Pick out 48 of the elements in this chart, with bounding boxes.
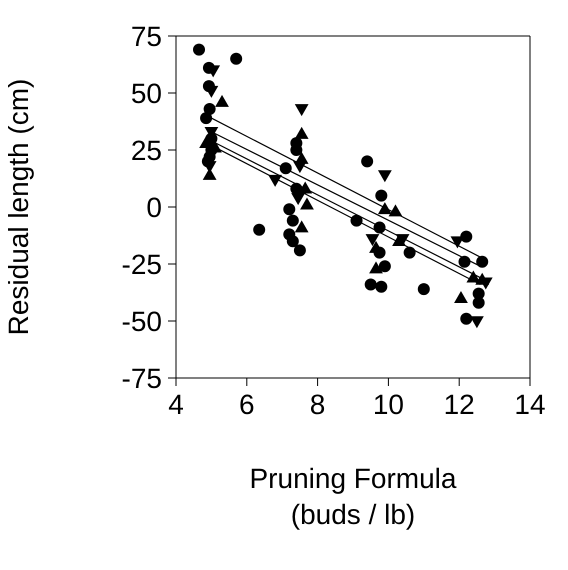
point (294, 104, 309, 116)
point (253, 224, 266, 236)
point (478, 277, 493, 290)
point (364, 278, 377, 291)
point (375, 190, 388, 202)
point (375, 280, 388, 293)
x-tick-label: 10 (372, 388, 404, 420)
x-tick-label: 4 (168, 388, 184, 420)
point (458, 256, 471, 268)
point (300, 198, 314, 210)
y-axis-title: Residual length (cm) (2, 78, 34, 336)
point (404, 246, 416, 259)
y-tick-label: -75 (122, 362, 162, 394)
point (472, 296, 485, 309)
point (470, 316, 484, 328)
point (286, 214, 299, 227)
point (378, 260, 391, 272)
point (291, 193, 306, 206)
x-tick-label: 12 (444, 388, 475, 420)
point (286, 235, 299, 248)
point (294, 126, 309, 139)
point (294, 244, 306, 256)
point (369, 261, 383, 274)
point (215, 94, 229, 107)
x-axis-title: Pruning Formula (buds / lb) (250, 463, 457, 530)
y-tick-label: 25 (130, 134, 162, 166)
y-tick-label: 50 (130, 78, 162, 109)
point (294, 220, 309, 232)
y-tick-label: -50 (122, 306, 162, 337)
point (454, 291, 468, 303)
point (366, 234, 380, 246)
point (476, 256, 488, 268)
x-tick-label: 14 (514, 388, 546, 420)
point (200, 112, 212, 124)
point (193, 44, 206, 56)
point (460, 312, 472, 325)
x-tick-label: 6 (239, 388, 255, 420)
point (230, 52, 242, 65)
point (361, 155, 374, 168)
x-tick-label: 8 (310, 388, 326, 420)
point (418, 283, 430, 296)
y-tick-label: -25 (122, 248, 162, 280)
y-tick-label: 75 (130, 20, 162, 52)
point (283, 203, 296, 216)
point (378, 170, 392, 182)
y-tick-label: 0 (146, 192, 162, 223)
point (204, 102, 216, 115)
point (460, 230, 472, 243)
